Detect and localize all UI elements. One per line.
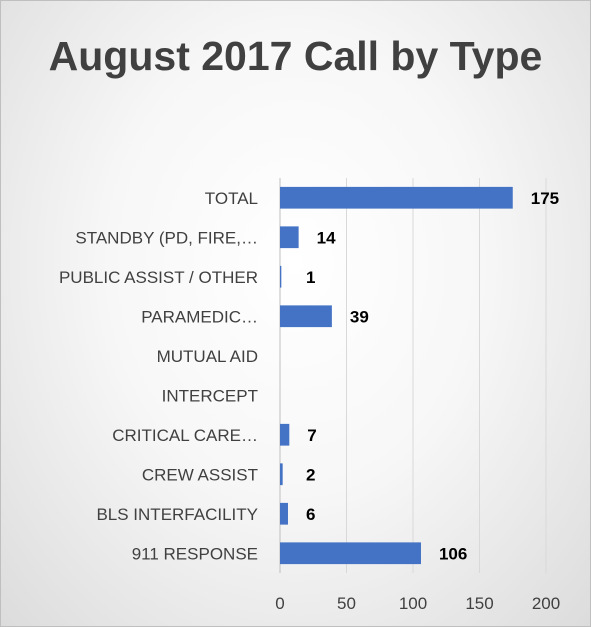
x-tick-label: 0 [275,594,284,613]
category-label: CRITICAL CARE… [112,426,258,445]
category-label: STANDBY (PD, FIRE,… [75,228,258,247]
data-label: 39 [350,307,369,326]
category-label: BLS INTERFACILITY [96,505,258,524]
x-tick-label: 150 [465,594,493,613]
data-label: 7 [307,426,316,445]
bar [280,226,299,249]
bar [280,542,421,565]
data-label: 106 [439,544,467,563]
category-label: PUBLIC ASSIST / OTHER [59,268,258,287]
x-tick-label: 200 [532,594,560,613]
category-label: PARAMEDIC… [141,307,258,326]
x-tick-label: 50 [337,594,356,613]
category-label: 911 RESPONSE [132,544,258,563]
data-label: 175 [531,189,559,208]
bar [280,265,282,288]
gridlines [279,178,547,573]
bar [280,305,332,328]
data-label: 2 [306,465,315,484]
x-axis-ticks: 0 50 100 150 200 [275,594,560,613]
category-label: TOTAL [205,189,258,208]
bar [280,423,290,446]
bar [280,186,513,209]
data-labels: 175 14 1 39 7 2 6 106 [306,189,559,564]
category-label: CREW ASSIST [142,465,258,484]
bar [280,502,288,525]
category-label: INTERCEPT [162,386,258,405]
chart-title: August 2017 Call by Type [48,33,543,79]
category-label: MUTUAL AID [157,347,258,366]
x-tick-label: 100 [399,594,427,613]
data-label: 14 [317,228,336,247]
data-label: 6 [306,505,315,524]
category-labels: TOTAL STANDBY (PD, FIRE,… PUBLIC ASSIST / … [59,189,258,564]
bar [280,463,283,486]
data-label: 1 [306,268,315,287]
bars [280,186,513,565]
